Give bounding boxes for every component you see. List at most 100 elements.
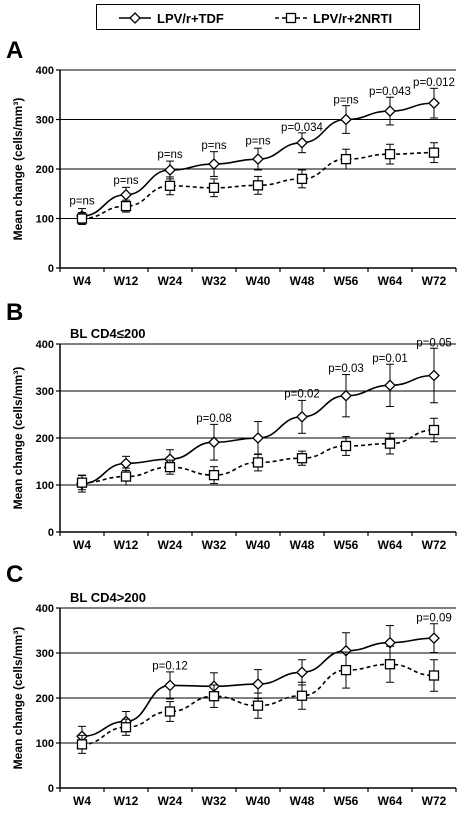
x-tick-label: W48 — [290, 274, 315, 288]
data-point-2nrti — [252, 700, 264, 711]
x-tick-label: W32 — [202, 274, 227, 288]
y-tick-label: 300 — [36, 648, 54, 660]
p-value-annotation: p=0.034 — [281, 122, 323, 134]
y-axis-label: Mean change (cells/mm³) — [11, 367, 25, 510]
x-tick-label: W72 — [422, 274, 447, 288]
data-point-2nrti — [296, 173, 308, 185]
data-point-tdf — [428, 369, 440, 382]
x-tick-label: W12 — [114, 794, 139, 808]
p-value-annotation: p=ns — [333, 95, 359, 107]
data-point-tdf — [208, 158, 220, 170]
p-value-annotation: p=0.02 — [284, 389, 320, 401]
chart-legend: LPV/r+TDF LPV/r+2NRTI — [96, 4, 420, 30]
x-tick-label: W24 — [158, 794, 183, 808]
data-point-2nrti — [208, 469, 220, 481]
x-tick-label: W24 — [158, 538, 183, 552]
y-tick-label: 400 — [36, 339, 54, 351]
data-point-tdf — [252, 678, 264, 690]
x-tick-label: W64 — [378, 794, 403, 808]
legend-label-2nrti: LPV/r+2NRTI — [313, 11, 392, 26]
data-point-2nrti — [208, 182, 220, 193]
p-value-annotation: p=ns — [69, 196, 95, 208]
legend-diamond-marker — [129, 12, 141, 24]
y-tick-label: 300 — [36, 115, 54, 127]
data-point-2nrti — [164, 461, 176, 473]
y-tick-label: 200 — [36, 693, 54, 705]
data-point-tdf — [384, 379, 396, 392]
data-point-tdf — [164, 164, 176, 176]
chart-panel-a: A 0 100 200 300 400 W4 W12 W24 W32 W40 W48 W56 W64 W72… — [6, 37, 457, 288]
chart-panel-b: B 0 100 200 300 400 W4 W12 W24 W32 W40 W48 W56 W64 W72… — [6, 299, 457, 552]
p-value-annotation: p=0.043 — [369, 86, 411, 98]
data-point-tdf — [428, 97, 440, 110]
x-tick-label: W56 — [334, 274, 359, 288]
data-point-2nrti — [120, 200, 132, 212]
panel-title: BL CD4>200 — [70, 590, 146, 605]
data-point-2nrti — [76, 477, 88, 488]
y-tick-label: 200 — [36, 433, 54, 445]
data-point-2nrti — [340, 664, 352, 676]
legend-label-tdf: LPV/r+TDF — [157, 11, 224, 26]
data-point-tdf — [384, 105, 396, 118]
x-tick-label: W40 — [246, 274, 271, 288]
data-point-2nrti — [428, 147, 440, 158]
data-point-2nrti — [296, 690, 308, 701]
x-tick-label: W40 — [246, 794, 271, 808]
y-tick-label: 100 — [36, 738, 54, 750]
x-tick-label: W32 — [202, 538, 227, 552]
data-point-2nrti — [384, 148, 396, 160]
p-value-annotation: p=0.01 — [372, 353, 408, 365]
p-value-annotation: p=ns — [245, 135, 271, 147]
y-tick-label: 100 — [36, 214, 54, 226]
data-point-2nrti — [428, 670, 440, 681]
y-tick-label: 400 — [36, 65, 54, 77]
x-tick-label: W48 — [290, 538, 315, 552]
data-point-2nrti — [164, 180, 176, 191]
data-point-tdf — [120, 457, 132, 470]
x-tick-label: W4 — [73, 538, 91, 552]
data-point-tdf — [296, 666, 308, 679]
data-point-2nrti — [120, 722, 132, 733]
y-tick-label: 300 — [36, 386, 54, 398]
x-tick-label: W4 — [73, 274, 91, 288]
data-point-2nrti — [76, 213, 88, 224]
data-point-2nrti — [296, 453, 308, 464]
panel-letter: C — [6, 561, 23, 588]
panel-letter: B — [6, 299, 23, 326]
data-point-tdf — [252, 153, 264, 166]
data-point-2nrti — [340, 440, 352, 452]
x-tick-label: W40 — [246, 538, 271, 552]
p-value-annotation: p=ns — [113, 175, 139, 187]
data-point-2nrti — [76, 739, 88, 750]
y-tick-label: 0 — [48, 263, 54, 275]
panel-title: BL CD4≤200 — [70, 326, 146, 341]
p-value-annotation: p=ns — [201, 140, 227, 152]
data-point-tdf — [340, 389, 352, 402]
legend-square-marker — [285, 12, 297, 24]
y-tick-label: 0 — [48, 527, 54, 539]
y-tick-label: 400 — [36, 603, 54, 615]
p-value-annotation: p=ns — [157, 149, 183, 161]
data-point-tdf — [296, 136, 308, 149]
y-tick-label: 200 — [36, 164, 54, 176]
data-point-tdf — [428, 632, 440, 645]
series-line-2nrti — [81, 429, 435, 484]
x-tick-label: W48 — [290, 794, 315, 808]
data-point-2nrti — [384, 438, 396, 449]
data-point-tdf — [340, 113, 352, 126]
p-value-annotation: p=0.05 — [416, 337, 452, 349]
y-axis-label: Mean change (cells/mm³) — [11, 627, 25, 770]
data-point-2nrti — [252, 180, 264, 191]
p-value-annotation: p=0.09 — [416, 613, 452, 625]
data-point-tdf — [296, 410, 308, 423]
series-line-2nrti — [81, 663, 435, 746]
y-tick-label: 0 — [48, 783, 54, 795]
p-value-annotation: p=0.012 — [413, 77, 455, 89]
y-axis-label: Mean change (cells/mm³) — [11, 98, 25, 241]
data-point-tdf — [252, 432, 264, 444]
data-point-2nrti — [384, 659, 396, 670]
x-tick-label: W56 — [334, 794, 359, 808]
x-tick-label: W32 — [202, 794, 227, 808]
p-value-annotation: p=0.12 — [152, 661, 188, 673]
data-point-tdf — [164, 679, 176, 692]
